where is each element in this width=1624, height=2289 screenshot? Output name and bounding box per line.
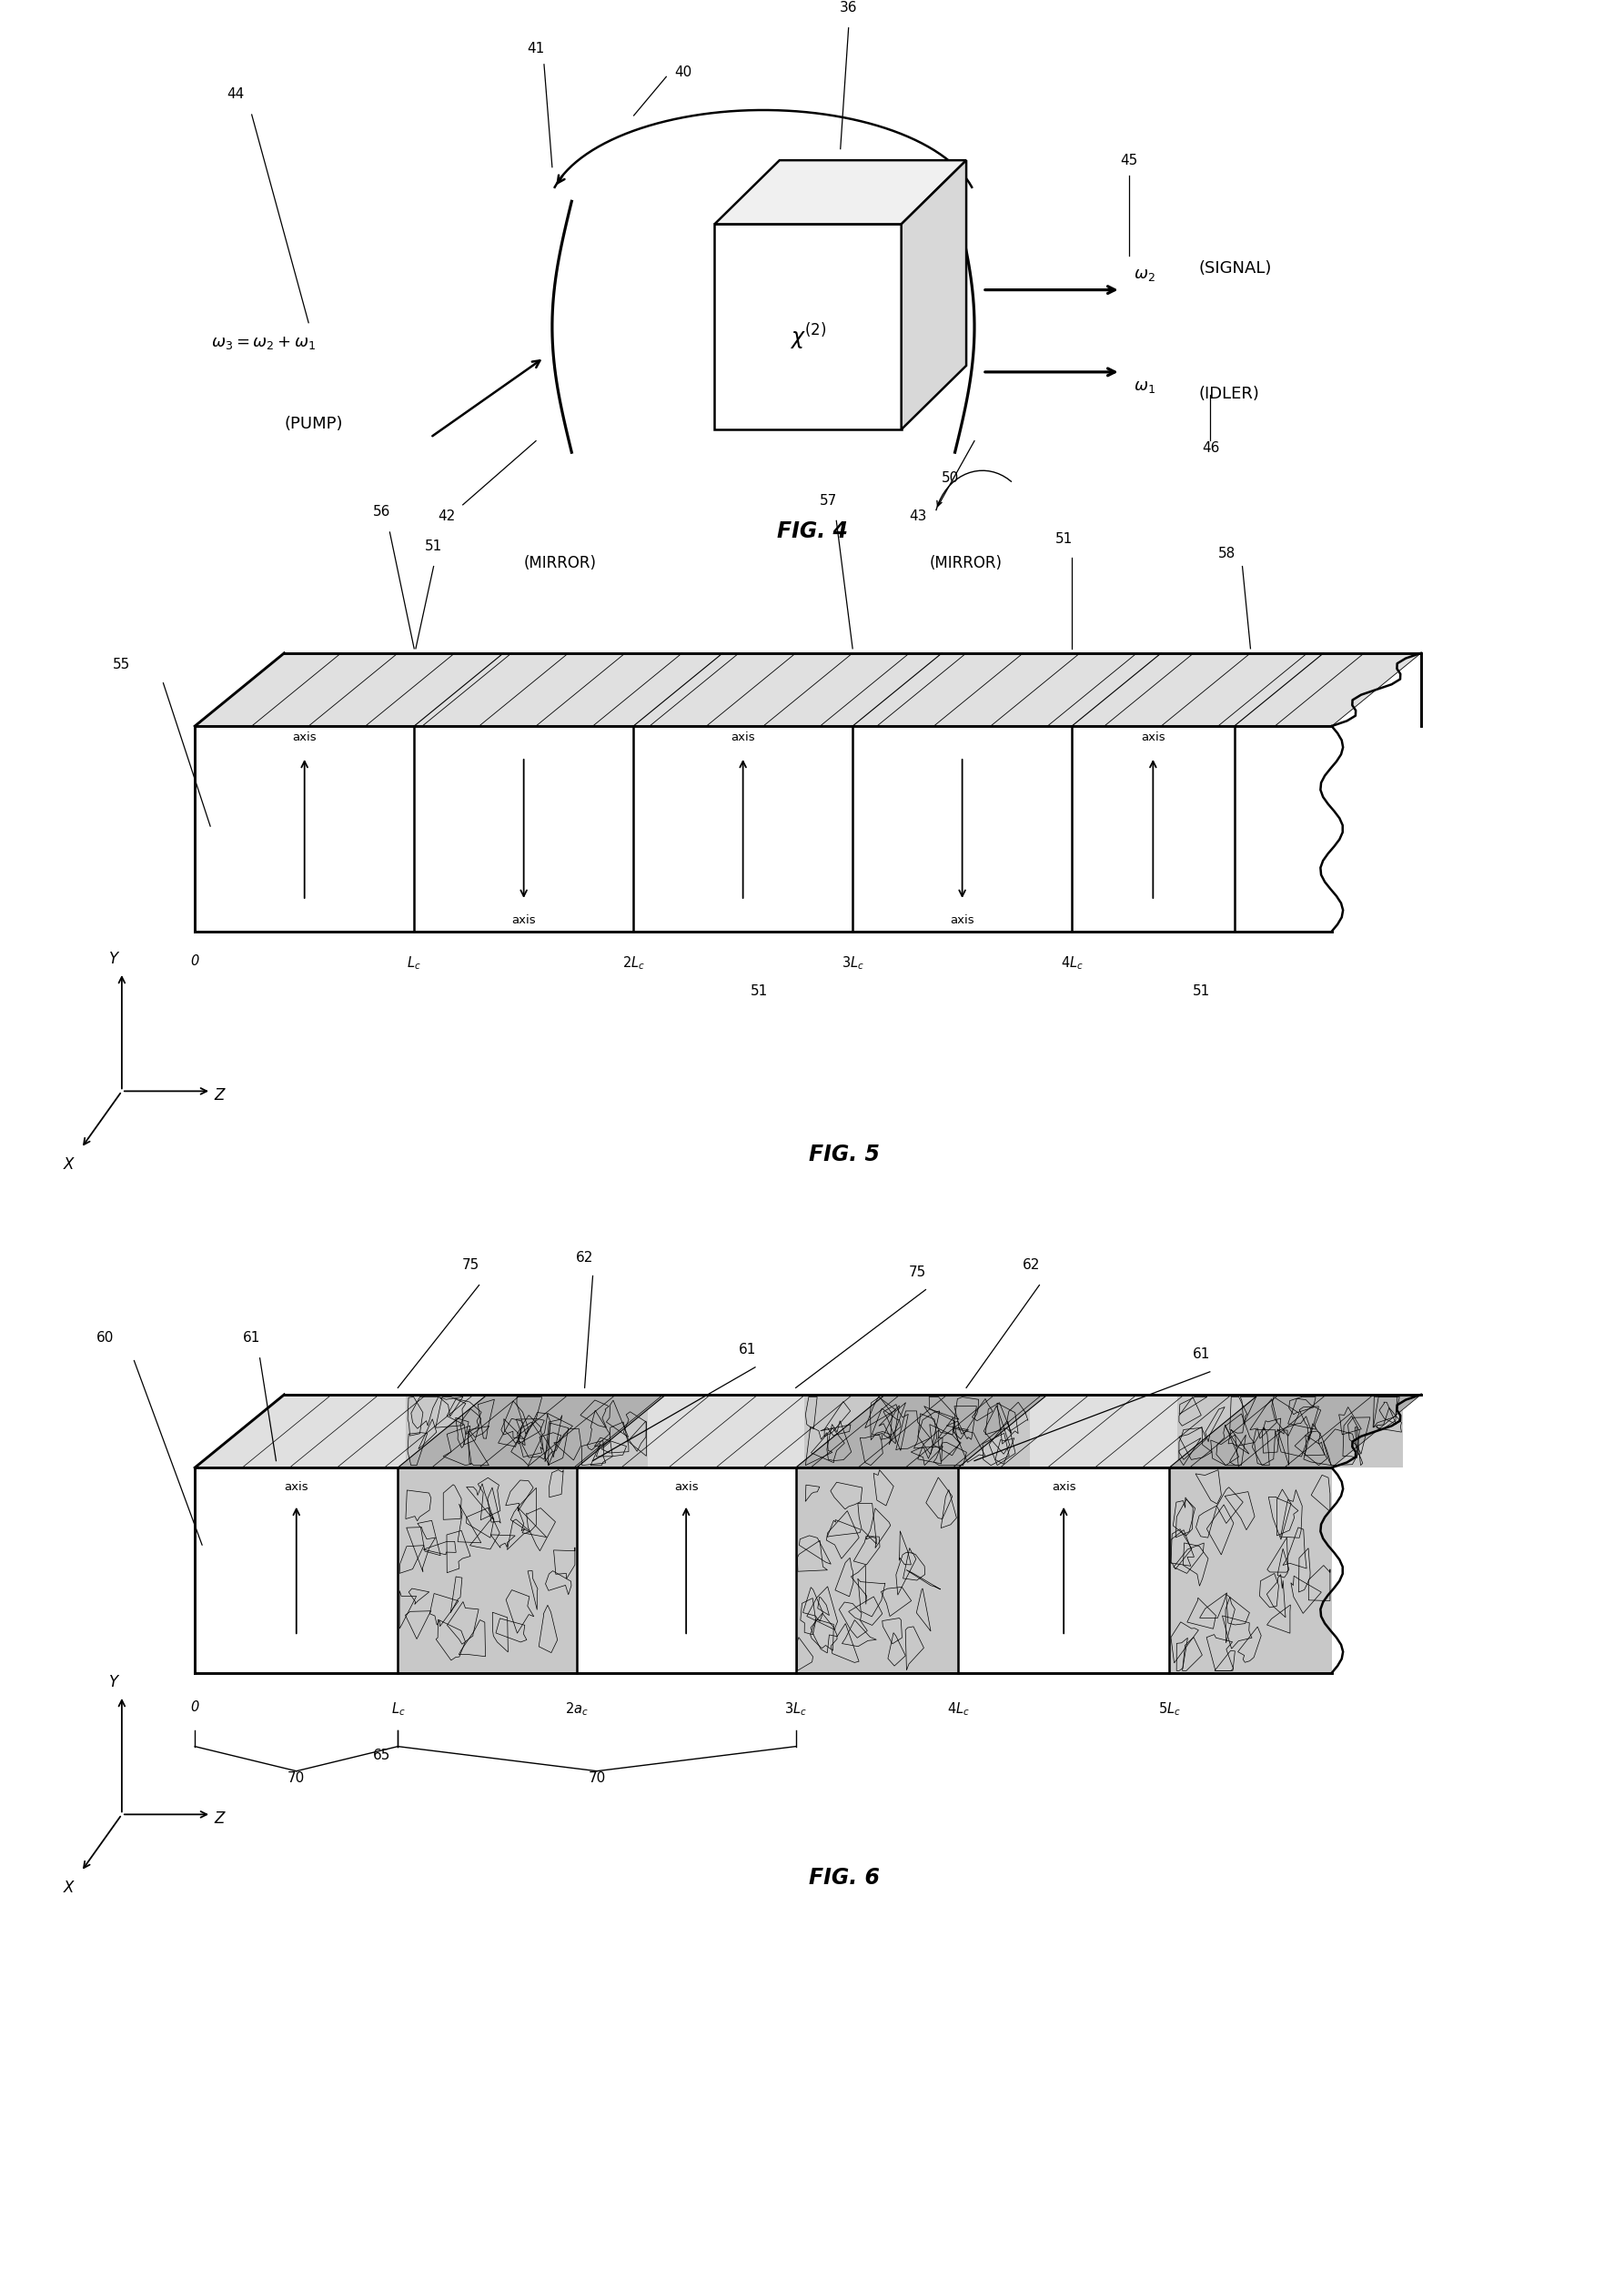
- Text: axis: axis: [284, 1481, 309, 1492]
- Text: Z: Z: [214, 1811, 224, 1827]
- Text: 62: 62: [1023, 1259, 1039, 1273]
- Polygon shape: [1169, 1467, 1332, 1673]
- Polygon shape: [398, 1394, 666, 1467]
- Text: X: X: [63, 1879, 73, 1895]
- Text: (IDLER): (IDLER): [1199, 385, 1259, 403]
- Text: FIG. 6: FIG. 6: [809, 1868, 880, 1888]
- Polygon shape: [715, 224, 901, 430]
- Text: 56: 56: [374, 506, 390, 520]
- Text: 51: 51: [1056, 533, 1072, 547]
- Text: 55: 55: [112, 659, 130, 671]
- Text: $L_c$: $L_c$: [408, 955, 421, 971]
- Text: 41: 41: [528, 41, 544, 55]
- Polygon shape: [796, 1467, 958, 1673]
- Polygon shape: [796, 1394, 1047, 1467]
- Text: $L_c$: $L_c$: [391, 1701, 404, 1717]
- Text: axis: axis: [950, 913, 974, 927]
- Text: 62: 62: [577, 1252, 593, 1266]
- Text: axis: axis: [1142, 732, 1164, 744]
- Text: 0: 0: [190, 1701, 200, 1714]
- Text: FIG. 5: FIG. 5: [809, 1144, 880, 1165]
- Polygon shape: [901, 160, 966, 430]
- Text: 57: 57: [820, 494, 836, 508]
- Text: $\omega_3 = \omega_2+\omega_1$: $\omega_3 = \omega_2+\omega_1$: [211, 334, 317, 353]
- Text: 60: 60: [97, 1332, 114, 1346]
- Polygon shape: [398, 1467, 577, 1673]
- Text: 42: 42: [438, 510, 455, 524]
- Text: 45: 45: [1121, 153, 1138, 167]
- Text: 65: 65: [374, 1749, 390, 1763]
- Polygon shape: [804, 1394, 1030, 1467]
- Text: 51: 51: [750, 984, 768, 998]
- Text: FIG. 4: FIG. 4: [776, 522, 848, 542]
- Text: $3L_c$: $3L_c$: [784, 1701, 807, 1717]
- Polygon shape: [1177, 1394, 1403, 1467]
- Text: 50: 50: [942, 472, 958, 485]
- Text: Z: Z: [214, 1087, 224, 1103]
- Text: 51: 51: [425, 540, 442, 554]
- Text: $5L_c$: $5L_c$: [1158, 1701, 1181, 1717]
- Text: Y: Y: [109, 1673, 119, 1689]
- Text: 75: 75: [463, 1259, 479, 1273]
- Text: 61: 61: [1194, 1348, 1210, 1362]
- Polygon shape: [796, 1394, 1047, 1467]
- Text: 40: 40: [674, 66, 692, 80]
- Text: 58: 58: [1218, 547, 1236, 561]
- Text: Y: Y: [109, 950, 119, 966]
- Text: axis: axis: [292, 732, 317, 744]
- Polygon shape: [398, 1394, 666, 1467]
- Text: $\omega_2$: $\omega_2$: [1134, 266, 1155, 284]
- Polygon shape: [1169, 1394, 1421, 1467]
- Text: $4L_c$: $4L_c$: [1060, 955, 1083, 971]
- Text: $2L_c$: $2L_c$: [622, 955, 645, 971]
- Text: 70: 70: [287, 1772, 305, 1785]
- Text: (MIRROR): (MIRROR): [931, 554, 1002, 572]
- Text: (MIRROR): (MIRROR): [525, 554, 596, 572]
- Text: 70: 70: [588, 1772, 606, 1785]
- Polygon shape: [195, 1394, 1421, 1467]
- Text: $4L_c$: $4L_c$: [947, 1701, 970, 1717]
- Text: 75: 75: [909, 1266, 926, 1280]
- Polygon shape: [1169, 1394, 1421, 1467]
- Polygon shape: [406, 1394, 648, 1467]
- Text: axis: axis: [674, 1481, 698, 1492]
- Text: $2a_c$: $2a_c$: [565, 1701, 588, 1717]
- Polygon shape: [195, 726, 1332, 932]
- Text: axis: axis: [1052, 1481, 1075, 1492]
- Text: 61: 61: [244, 1332, 260, 1346]
- Polygon shape: [195, 652, 1421, 726]
- Text: 61: 61: [739, 1344, 755, 1357]
- Text: (SIGNAL): (SIGNAL): [1199, 259, 1272, 277]
- Text: $\chi^{(2)}$: $\chi^{(2)}$: [789, 323, 827, 353]
- Text: axis: axis: [731, 732, 755, 744]
- Polygon shape: [195, 1467, 1332, 1673]
- Text: 46: 46: [1202, 442, 1220, 456]
- Text: $3L_c$: $3L_c$: [841, 955, 864, 971]
- Text: 0: 0: [190, 955, 200, 968]
- Text: 43: 43: [909, 510, 926, 524]
- Text: axis: axis: [512, 913, 536, 927]
- Text: (PUMP): (PUMP): [284, 414, 343, 433]
- Text: 44: 44: [227, 87, 244, 101]
- Text: 51: 51: [1194, 984, 1210, 998]
- Text: X: X: [63, 1156, 73, 1172]
- Polygon shape: [715, 160, 966, 224]
- Text: $\omega_1$: $\omega_1$: [1134, 380, 1155, 396]
- Text: 36: 36: [840, 0, 857, 14]
